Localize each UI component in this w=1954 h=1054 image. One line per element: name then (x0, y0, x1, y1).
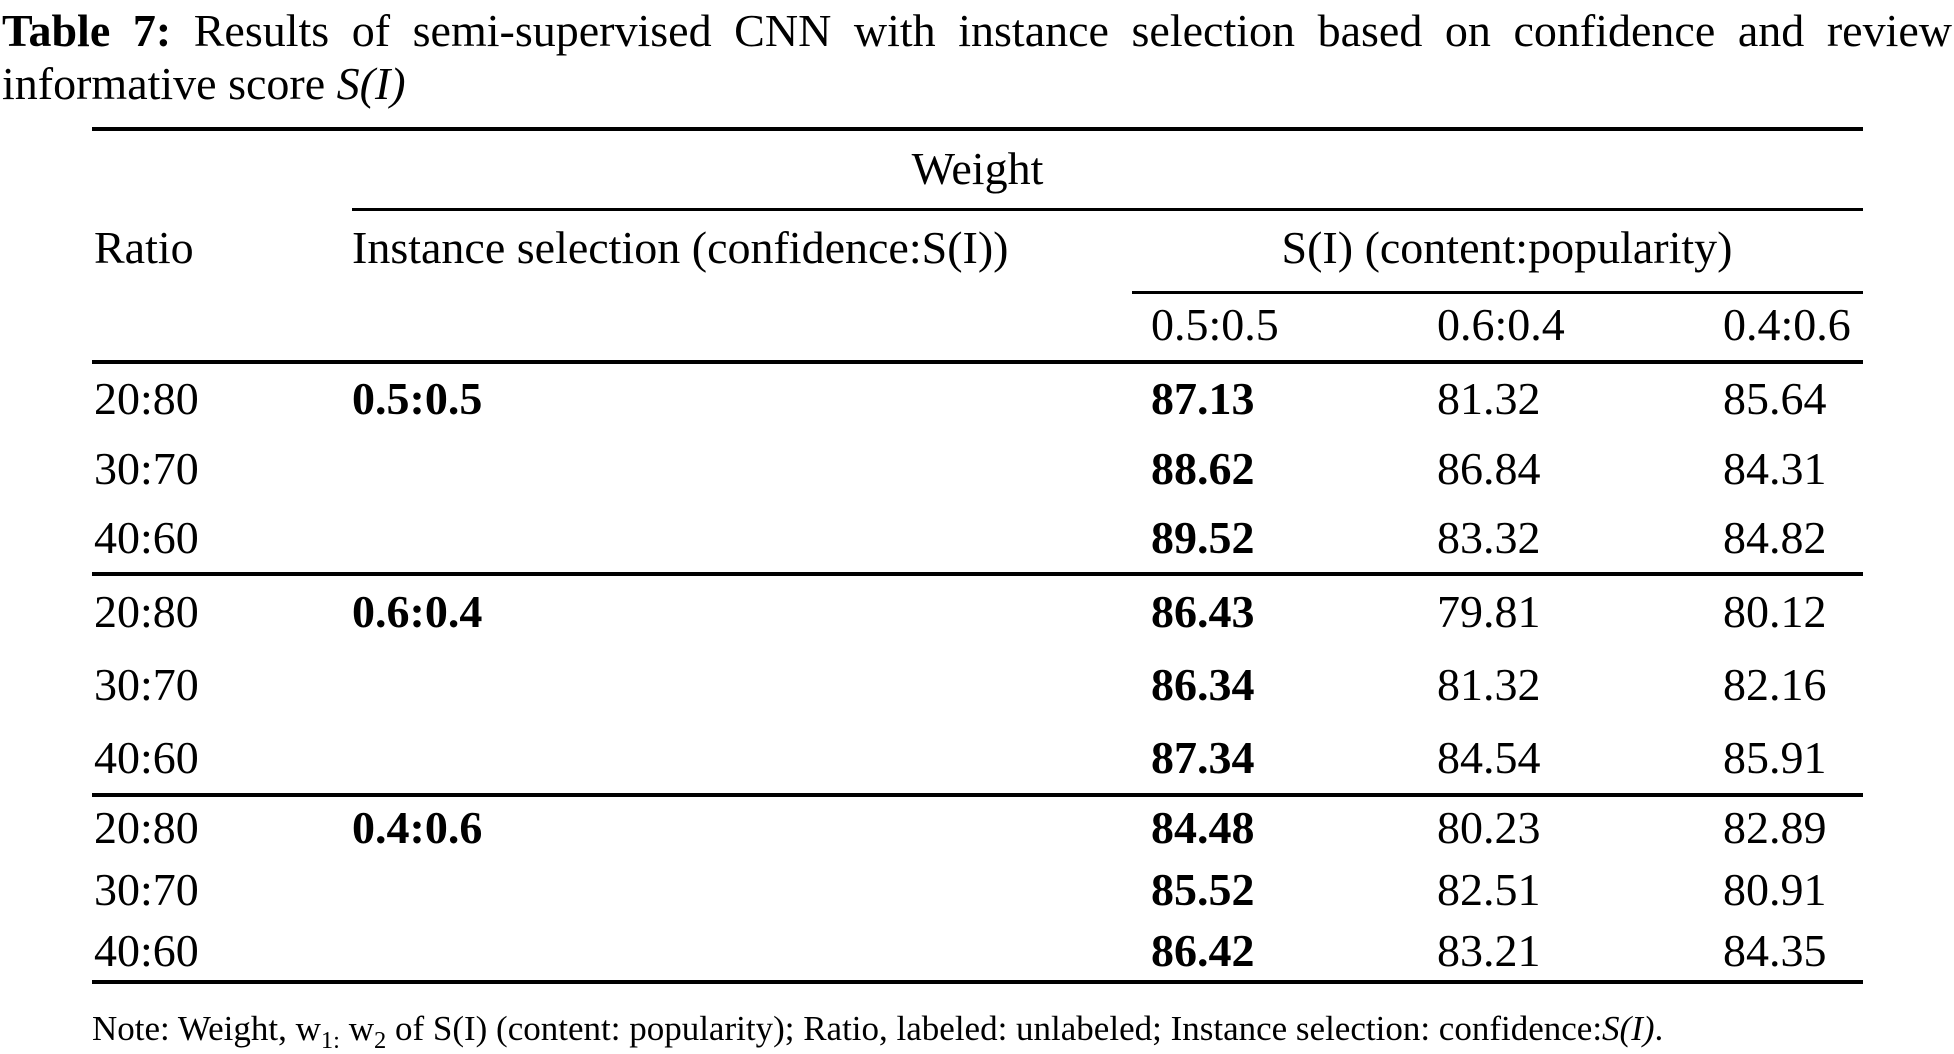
table-row: 30:70 86.34 81.32 82.16 (92, 648, 1863, 722)
value-cell: 80.91 (1723, 863, 1827, 915)
instance-selection-cell: 0.5:0.5 (352, 372, 483, 424)
table-row: 20:80 0.5:0.5 87.13 81.32 85.64 (92, 362, 1863, 433)
column-header-row: Ratio Instance selection (confidence:S(I… (92, 206, 1863, 289)
instance-selection-cell (352, 433, 1151, 504)
table-number-label: Table 7: (2, 5, 172, 56)
caption-line-1: Table 7: Results of semi-supervised CNN … (2, 4, 1952, 57)
value-cell: 86.43 (1151, 586, 1255, 637)
value-cell: 80.23 (1437, 801, 1541, 853)
empty-cell (352, 289, 1151, 364)
ratio-cell: 30:70 (94, 659, 199, 710)
si-header-cell: S(I) (content:popularity) (1281, 221, 1733, 273)
value-cell: 88.62 (1151, 442, 1255, 494)
caption-line-2: informative score S(I) (2, 57, 1952, 110)
footnote-text: Note: Weight, w (92, 1009, 321, 1048)
value-cell: 83.21 (1437, 924, 1541, 976)
caption-text-line1: Results of semi-supervised CNN with inst… (171, 5, 1952, 56)
value-cell: 85.91 (1723, 722, 1863, 797)
value-cell: 79.81 (1437, 586, 1541, 637)
value-cell: 83.32 (1437, 504, 1723, 576)
ratio-cell: 30:70 (94, 442, 199, 494)
table-row: 30:70 85.52 82.51 80.91 (92, 858, 1863, 921)
instance-selection-header-cell: Instance selection (confidence:S(I)) (352, 221, 1009, 273)
value-cell: 81.32 (1437, 659, 1541, 710)
value-cell: 86.42 (1151, 924, 1255, 976)
ratio-cell: 40:60 (92, 722, 352, 797)
ratio-header-cell: Ratio (94, 221, 194, 273)
ratio-cell: 20:80 (94, 372, 199, 424)
footnote-subscript: 2 (373, 1027, 387, 1054)
table-row: 30:70 88.62 86.84 84.31 (92, 433, 1863, 504)
footnote-text: w (339, 1009, 374, 1048)
instance-selection-cell (352, 858, 1151, 921)
value-cell: 85.52 (1151, 863, 1255, 915)
instance-selection-cell (352, 648, 1151, 722)
rule-under-weight (352, 208, 1863, 211)
results-table: Weight Ratio Instance selection (confide… (92, 127, 1863, 984)
ratio-cell: 20:80 (94, 801, 199, 853)
table-row: 20:80 0.6:0.4 86.43 79.81 80.12 (92, 574, 1863, 648)
subheader-cell: 0.5:0.5 (1151, 289, 1437, 364)
value-cell: 82.16 (1723, 659, 1827, 710)
weight-header-cell: Weight (911, 142, 1044, 194)
caption-math-si: S(I) (336, 58, 406, 109)
empty-cell (92, 289, 352, 364)
instance-selection-cell (352, 722, 1151, 797)
table-caption: Table 7: Results of semi-supervised CNN … (2, 4, 1952, 110)
instance-selection-cell (352, 921, 1151, 982)
ratio-cell: 40:60 (92, 504, 352, 576)
value-cell: 81.32 (1437, 372, 1541, 424)
caption-text-line2: informative score (2, 58, 337, 109)
table-footnote: Note: Weight, w1: w2 of S(I) (content: p… (92, 1008, 1912, 1053)
value-cell: 82.51 (1437, 863, 1541, 915)
value-cell: 89.52 (1151, 504, 1437, 576)
value-cell: 86.84 (1437, 442, 1541, 494)
weight-header-row: Weight (92, 129, 1863, 206)
instance-selection-cell: 0.4:0.6 (352, 801, 483, 853)
value-cell: 84.31 (1723, 442, 1827, 494)
value-cell: 84.82 (1723, 504, 1863, 576)
value-cell: 84.48 (1151, 801, 1255, 853)
table-row: 20:80 0.4:0.6 84.48 80.23 82.89 (92, 795, 1863, 858)
ratio-cell: 20:80 (94, 586, 199, 637)
footnote-text: . (1654, 1009, 1664, 1048)
rule-under-si-header (1132, 291, 1863, 294)
value-cell: 86.34 (1151, 659, 1255, 710)
value-cell: 84.35 (1723, 924, 1827, 976)
value-cell: 84.54 (1437, 722, 1723, 797)
value-cell: 82.89 (1723, 801, 1827, 853)
instance-selection-cell (352, 504, 1151, 576)
table-row: 40:60 89.52 83.32 84.82 (92, 504, 1863, 576)
ratio-cell: 30:70 (94, 863, 199, 915)
value-cell: 85.64 (1723, 372, 1827, 424)
subheader-row: 0.5:0.5 0.6:0.4 0.4:0.6 (92, 289, 1863, 364)
results-table-region: Weight Ratio Instance selection (confide… (92, 127, 1863, 1004)
footnote-subscript: 1: (320, 1027, 340, 1054)
ratio-cell: 40:60 (94, 924, 199, 976)
value-cell: 87.34 (1151, 722, 1437, 797)
footnote-math-si: S(I) (1602, 1009, 1655, 1048)
value-cell: 80.12 (1723, 586, 1827, 637)
subheader-cell: 0.6:0.4 (1437, 289, 1723, 364)
instance-selection-cell: 0.6:0.4 (352, 586, 483, 637)
table-row: 40:60 87.34 84.54 85.91 (92, 722, 1863, 797)
table-row: 40:60 86.42 83.21 84.35 (92, 921, 1863, 982)
footnote-text: of S(I) (content: popularity); Ratio, la… (386, 1009, 1603, 1048)
subheader-cell: 0.4:0.6 (1723, 289, 1863, 364)
value-cell: 87.13 (1151, 372, 1255, 424)
